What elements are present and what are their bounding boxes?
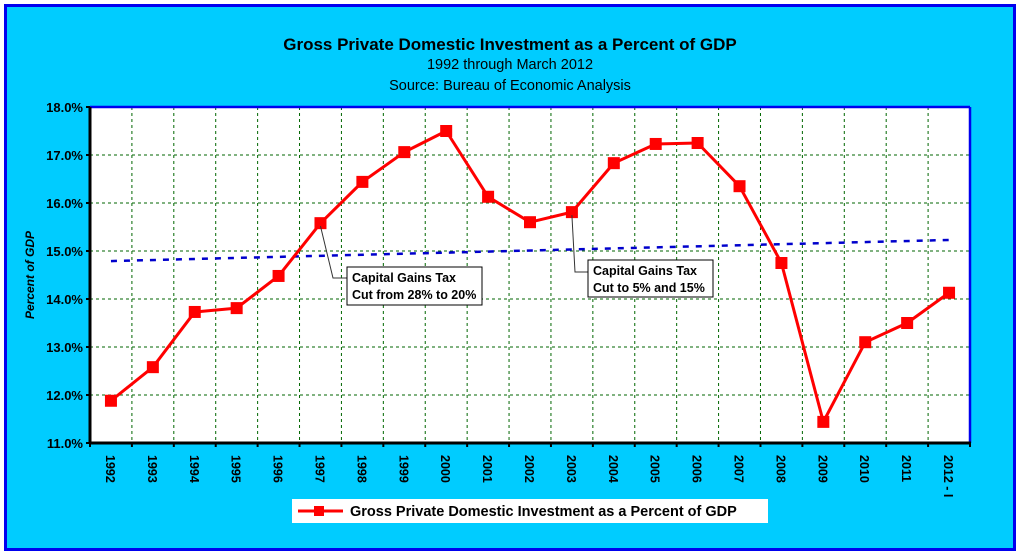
y-tick-label: 14.0%: [46, 292, 83, 307]
data-point-2005: [649, 137, 662, 150]
series-group: [104, 125, 956, 428]
chart-title: Gross Private Domestic Investment as a P…: [283, 35, 737, 54]
annotation-leader-line: [571, 215, 588, 273]
x-tick-label: 2005: [648, 455, 662, 483]
y-axis: 11.0% 12.0% 13.0% 14.0% 15.0% 16.0% 17.0% 18.0%: [46, 100, 972, 451]
x-tick-label: 1997: [312, 455, 326, 483]
data-point-1996: [272, 269, 285, 282]
x-tick-label: 2008: [773, 455, 787, 483]
annotation-text: Cut to 5% and 15%: [593, 281, 705, 295]
trend-line: [110, 238, 950, 263]
x-tick-label: 1996: [271, 455, 285, 483]
x-tick-label: 1992: [103, 455, 117, 483]
data-point-2001: [482, 190, 495, 203]
data-point-2008: [775, 257, 788, 269]
y-tick-label: 18.0%: [46, 100, 83, 115]
data-point-2012-I: [943, 286, 956, 299]
y-tick-label: 11.0%: [47, 436, 84, 451]
data-point-1999: [398, 146, 411, 159]
legend-square-marker-icon: [314, 506, 324, 516]
x-tick-label: 1993: [145, 455, 159, 483]
data-point-1995: [230, 302, 243, 315]
legend-box: [292, 499, 768, 523]
x-tick-label: 1998: [354, 455, 368, 483]
data-point-2009: [817, 415, 830, 428]
x-tick-label: 2000: [438, 455, 452, 483]
data-point-2000: [440, 125, 453, 137]
data-point-2010: [859, 336, 872, 349]
data-point-2007: [733, 180, 746, 193]
data-point-2011: [901, 317, 914, 329]
legend-entry-label: Gross Private Domestic Investment as a P…: [350, 504, 737, 520]
data-point-1998: [356, 175, 369, 188]
y-axis-label: Percent of GDP: [23, 230, 37, 319]
data-point-2003: [565, 206, 578, 219]
x-tick-label: 1995: [229, 455, 243, 483]
plot-area: [90, 107, 970, 443]
data-point-1997: [314, 217, 327, 230]
chart-subtitle-dates: 1992 through March 2012: [426, 57, 594, 73]
annotation-text: Cut from 28% to 20%: [352, 288, 476, 302]
annotation-text: Capital Gains Tax: [352, 271, 456, 285]
y-tick-label: 13.0%: [46, 340, 83, 355]
y-tick-label: 15.0%: [46, 244, 83, 259]
data-point-2006: [691, 137, 704, 149]
data-point-1993: [146, 361, 159, 374]
annotation-box: [346, 266, 483, 306]
x-tick-label: 2009: [815, 455, 829, 483]
x-tick-label: 2006: [690, 455, 704, 483]
x-tick-label: 2012 - I: [941, 455, 955, 497]
chart-subtitle-source: Source: Bureau of Economic Analysis: [389, 78, 631, 94]
y-tick-label: 12.0%: [46, 388, 83, 403]
x-tick-label: 1994: [187, 455, 201, 483]
x-tick-label: 2001: [480, 455, 494, 483]
data-point-1992: [104, 394, 117, 407]
y-tick-label: 17.0%: [46, 148, 83, 163]
annotation-leader-line: [319, 226, 347, 279]
x-tick-label: 2003: [564, 455, 578, 483]
data-point-2004: [607, 157, 620, 170]
y-tick-label: 16.0%: [46, 196, 83, 211]
x-tick-label: 2002: [522, 455, 536, 483]
data-point-1994: [188, 305, 201, 318]
x-axis: 1992 1993 1994 1995 1996 1997 1998 1999 2000 2001…: [89, 441, 971, 497]
x-tick-label: 2007: [732, 455, 746, 483]
annotation-text: Capital Gains Tax: [593, 264, 697, 278]
annotation-box: [587, 259, 714, 298]
x-tick-label: 1999: [396, 455, 410, 483]
x-tick-label: 2004: [606, 455, 620, 483]
annotations: Capital Gains Tax Cut from 28% to 20% Capi…: [319, 215, 714, 306]
legend[interactable]: Gross Private Domestic Investment as a P…: [292, 499, 768, 523]
x-tick-label: 2011: [899, 455, 913, 482]
trend-line-group: [110, 238, 950, 263]
data-point-2002: [524, 216, 536, 229]
x-tick-label: 2010: [857, 455, 871, 483]
